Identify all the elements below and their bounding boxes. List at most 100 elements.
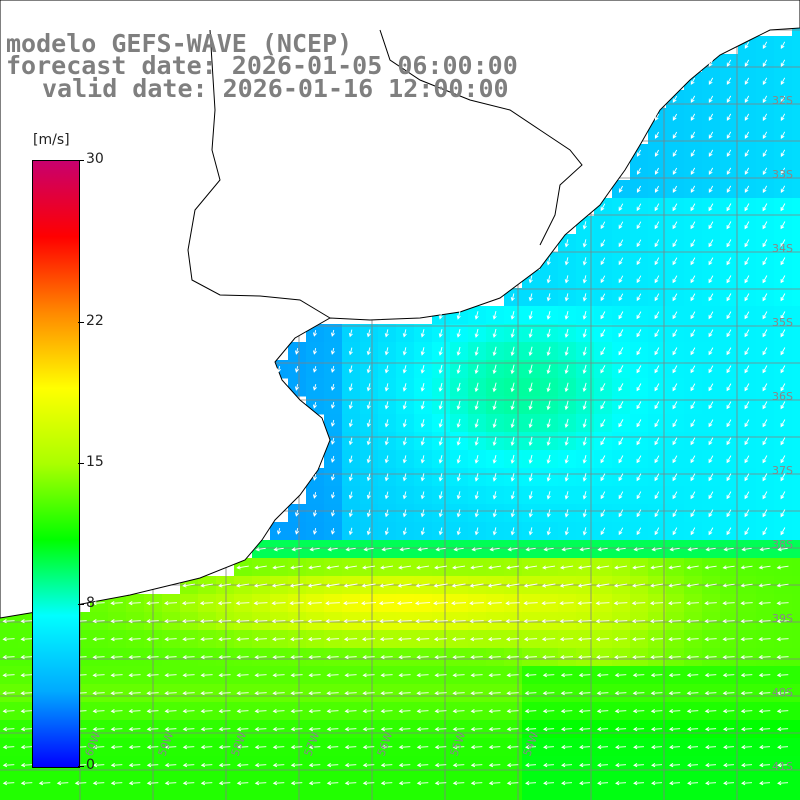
wind-arrow: [595, 619, 610, 624]
wind-arrow: [434, 763, 447, 768]
wind-arrow: [420, 491, 425, 500]
wind-arrow: [402, 401, 407, 410]
wind-arrow: [780, 347, 786, 356]
wind-arrow: [672, 383, 678, 392]
wind-arrow: [758, 727, 771, 732]
wind-arrow: [510, 328, 515, 339]
wind-arrow: [20, 763, 33, 768]
wind-arrow: [2, 619, 15, 624]
wind-speed-cell: [558, 792, 577, 800]
wind-arrow: [741, 763, 753, 768]
wind-arrow: [690, 509, 696, 518]
wind-speed-cell: [792, 594, 800, 613]
wind-arrow: [312, 491, 317, 499]
wind-arrow: [182, 691, 195, 696]
wind-arrow: [669, 547, 680, 552]
wind-arrow: [452, 709, 465, 714]
wind-arrow: [596, 673, 609, 678]
wind-arrow: [378, 601, 395, 606]
wind-arrow: [708, 275, 714, 284]
wind-arrow: [20, 619, 33, 624]
latitude-label: 33S: [772, 168, 793, 181]
wind-arrow: [330, 419, 335, 427]
wind-arrow: [600, 527, 606, 536]
wind-arrow: [564, 346, 569, 357]
wind-arrow: [744, 275, 750, 284]
wind-arrow: [92, 781, 105, 786]
wind-speed-cell: [234, 792, 253, 800]
wind-arrow: [582, 346, 587, 357]
wind-arrow: [398, 709, 411, 714]
wind-arrow: [271, 619, 286, 624]
wind-speed-cell: [792, 792, 800, 800]
wind-arrow: [636, 401, 642, 410]
wind-arrow: [600, 347, 606, 356]
wind-arrow: [577, 583, 592, 588]
wind-arrow: [361, 637, 376, 642]
wind-arrow: [110, 709, 123, 714]
wind-speed-cell: [18, 792, 37, 800]
wind-arrow: [704, 601, 717, 606]
wind-arrow: [456, 509, 461, 518]
wind-arrow: [290, 745, 303, 750]
wind-arrow: [690, 185, 696, 193]
wind-arrow: [456, 473, 461, 482]
wind-arrow: [218, 781, 231, 786]
wind-arrow: [92, 727, 105, 732]
wind-arrow: [469, 619, 484, 624]
wind-arrow: [582, 382, 587, 393]
wind-arrow: [452, 691, 465, 696]
wind-arrow: [596, 691, 609, 696]
wind-arrow: [414, 601, 431, 606]
wind-arrow: [128, 745, 141, 750]
wind-arrow: [577, 601, 592, 606]
wind-arrow: [438, 382, 443, 392]
wind-arrow: [690, 455, 696, 464]
wind-arrow: [672, 167, 678, 175]
wind-arrow: [492, 418, 497, 429]
wind-arrow: [272, 709, 285, 714]
wind-arrow: [740, 673, 753, 678]
wind-speed-cell: [360, 792, 379, 800]
wind-arrow: [686, 637, 699, 642]
wind-arrow: [523, 637, 538, 642]
wind-arrow: [762, 167, 768, 176]
wind-arrow: [690, 257, 696, 266]
wind-arrow: [474, 328, 479, 338]
wind-arrow: [650, 655, 663, 660]
wind-arrow: [690, 437, 696, 446]
wind-arrow: [182, 637, 195, 642]
wind-arrow: [438, 473, 443, 482]
wind-arrow: [546, 346, 551, 357]
wind-arrow: [402, 437, 407, 446]
wind-arrow: [780, 365, 786, 374]
wind-arrow: [474, 311, 479, 320]
wind-arrow: [525, 763, 537, 768]
wind-arrow: [596, 709, 609, 714]
wind-arrow: [632, 727, 645, 732]
wind-arrow: [654, 149, 659, 157]
wind-arrow: [582, 473, 587, 482]
wind-speed-cell: [792, 396, 800, 415]
wind-arrow: [636, 239, 642, 248]
wind-arrow: [780, 59, 786, 68]
wind-arrow: [600, 311, 606, 320]
wind-arrow: [780, 473, 786, 482]
wind-arrow: [564, 293, 569, 302]
wind-arrow: [780, 131, 786, 140]
wind-arrow: [2, 691, 15, 696]
wind-arrow: [686, 583, 699, 588]
wind-arrow: [326, 745, 339, 750]
wind-speed-cell: [342, 792, 361, 800]
border-line: [187, 29, 331, 319]
wind-arrow: [650, 691, 663, 696]
wind-arrow: [708, 167, 714, 175]
wind-arrow: [582, 239, 587, 248]
wind-arrow: [618, 347, 624, 356]
wind-arrow: [92, 691, 105, 696]
wind-arrow: [595, 637, 610, 642]
wind-arrow: [110, 745, 123, 750]
wind-arrow: [420, 329, 425, 338]
wind-arrow: [636, 437, 642, 446]
wind-arrow: [510, 491, 515, 500]
